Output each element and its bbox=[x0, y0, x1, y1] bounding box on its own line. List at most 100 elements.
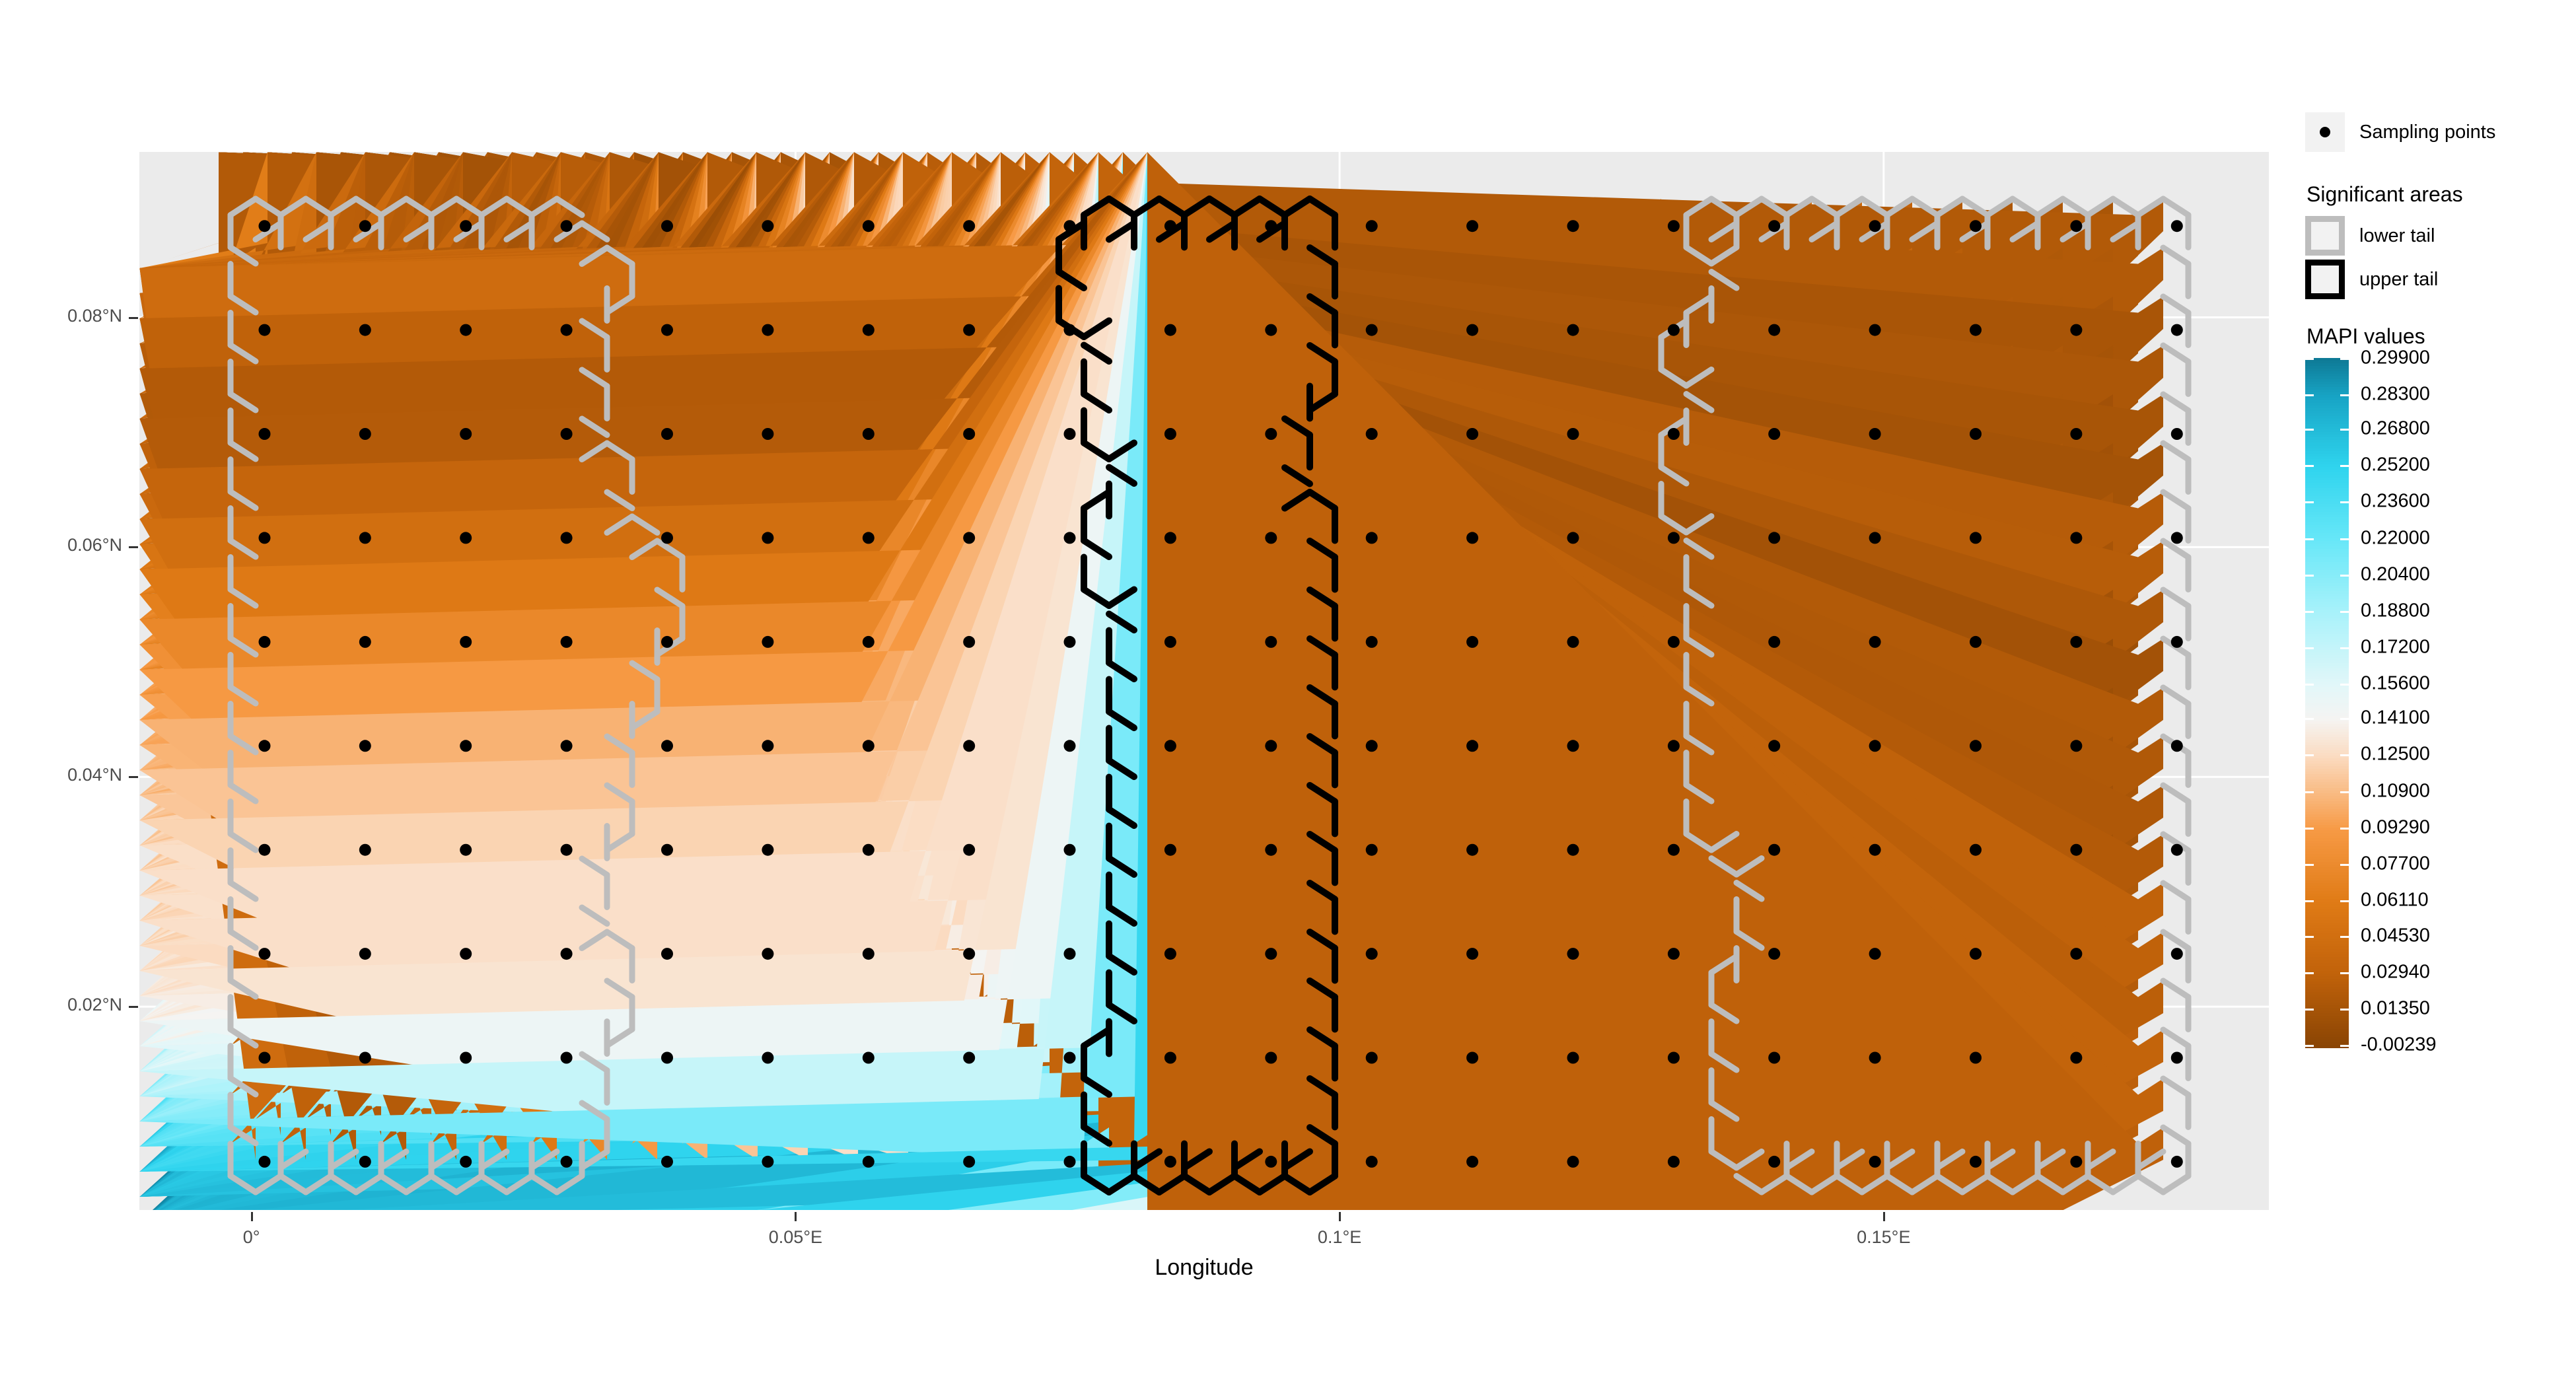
colourbar-segment bbox=[2305, 756, 2349, 760]
colourbar-segment bbox=[2305, 960, 2349, 964]
colourbar-segment bbox=[2305, 657, 2349, 661]
colourbar-segment bbox=[2305, 785, 2349, 789]
colourbar-segment bbox=[2305, 878, 2349, 881]
colourbar-segment bbox=[2305, 406, 2349, 409]
colourbar-segment bbox=[2305, 970, 2349, 974]
colourbar-segment bbox=[2305, 848, 2349, 852]
colourbar-segment bbox=[2305, 779, 2349, 783]
colourbar-label-3: 0.25200 bbox=[2361, 454, 2430, 476]
colourbar-segment bbox=[2305, 591, 2349, 595]
colourbar-segment bbox=[2305, 573, 2349, 577]
colourbar-label-11: 0.12500 bbox=[2361, 743, 2430, 765]
colourbar-segment bbox=[2305, 827, 2349, 831]
colourbar-segment bbox=[2305, 965, 2349, 969]
colourbar-segment bbox=[2305, 363, 2349, 367]
colourbar-segment bbox=[2305, 867, 2349, 871]
colourbar-segment bbox=[2305, 583, 2349, 587]
colourbar-segment bbox=[2305, 1010, 2349, 1014]
colourbar-segment bbox=[2305, 800, 2349, 804]
colourbar-tick bbox=[2340, 936, 2349, 939]
colourbar-segment bbox=[2305, 843, 2349, 847]
colourbar-segment bbox=[2305, 811, 2349, 815]
colourbar-segment bbox=[2305, 925, 2349, 929]
colourbar-segment bbox=[2305, 546, 2349, 550]
colourbar-segment bbox=[2305, 662, 2349, 666]
colourbar-segment bbox=[2305, 864, 2349, 868]
colourbar-segment bbox=[2305, 1018, 2349, 1022]
colourbar-segment bbox=[2305, 798, 2349, 802]
colourbar-segment bbox=[2305, 477, 2349, 481]
colourbar-segment bbox=[2305, 480, 2349, 483]
colourbar-segment bbox=[2305, 392, 2349, 396]
colourbar-segment bbox=[2305, 1023, 2349, 1027]
colourbar-segment bbox=[2305, 697, 2349, 701]
colourbar-tick bbox=[2305, 538, 2314, 540]
colourbar-tick bbox=[2340, 972, 2349, 975]
colourbar-segment bbox=[2305, 586, 2349, 590]
colourbar-segment bbox=[2305, 978, 2349, 982]
colourbar-segment bbox=[2305, 915, 2349, 919]
colourbar-segment bbox=[2305, 684, 2349, 688]
colourbar-segment bbox=[2305, 692, 2349, 695]
colourbar-segment bbox=[2305, 390, 2349, 393]
colourbar-segment bbox=[2305, 376, 2349, 380]
colourbar-segment bbox=[2305, 649, 2349, 653]
colourbar-segment bbox=[2305, 949, 2349, 953]
colourbar-segment bbox=[2305, 408, 2349, 412]
colourbar-segment bbox=[2305, 1042, 2349, 1046]
colourbar-segment bbox=[2305, 429, 2349, 433]
colourbar-tick bbox=[2305, 900, 2314, 902]
colourbar-segment bbox=[2305, 923, 2349, 927]
colourbar-segment bbox=[2305, 917, 2349, 921]
colourbar-tick bbox=[2340, 358, 2349, 360]
colourbar-segment bbox=[2305, 1020, 2349, 1024]
colourbar-segment bbox=[2305, 1026, 2349, 1030]
colourbar-segment bbox=[2305, 973, 2349, 977]
colourbar-segment bbox=[2305, 954, 2349, 958]
colourbar-segment bbox=[2305, 1031, 2349, 1035]
y-tick-label-2: 0.06°N bbox=[67, 535, 122, 555]
colourbar-segment bbox=[2305, 522, 2349, 526]
colourbar-segment bbox=[2305, 816, 2349, 820]
colourbar-segment bbox=[2305, 631, 2349, 635]
colourbar-segment bbox=[2305, 519, 2349, 523]
colourbar-tick bbox=[2305, 1045, 2314, 1047]
colourbar-segment bbox=[2305, 837, 2349, 841]
colourbar-label-1: 0.28300 bbox=[2361, 383, 2430, 405]
colourbar-segment bbox=[2305, 946, 2349, 950]
colourbar-segment bbox=[2305, 514, 2349, 518]
colourbar-segment bbox=[2305, 976, 2349, 979]
colourbar-tick bbox=[2340, 501, 2349, 504]
legend-sampling-points-label: Sampling points bbox=[2359, 121, 2496, 143]
colourbar-segment bbox=[2305, 727, 2349, 730]
colourbar-tick bbox=[2340, 394, 2349, 397]
legend-significant-areas: Significant areas lower tail upper tail bbox=[2305, 182, 2569, 299]
y-tick-mark-2 bbox=[129, 546, 138, 549]
colourbar-segment bbox=[2305, 487, 2349, 491]
colourbar-segment bbox=[2305, 819, 2349, 823]
colourbar-segment bbox=[2305, 379, 2349, 382]
colourbar-tick bbox=[2340, 900, 2349, 902]
colourbar-segment bbox=[2305, 511, 2349, 515]
colourbar-segment bbox=[2305, 1002, 2349, 1006]
colourbar-segment bbox=[2305, 665, 2349, 669]
colourbar-segment bbox=[2305, 875, 2349, 878]
colourbar-segment bbox=[2305, 689, 2349, 693]
colourbar-segment bbox=[2305, 453, 2349, 457]
colourbar-segment bbox=[2305, 822, 2349, 826]
colourbar-segment bbox=[2305, 466, 2349, 470]
colourbar-segment bbox=[2305, 681, 2349, 685]
colourbar-segment bbox=[2305, 734, 2349, 738]
colourbar-tick bbox=[2340, 465, 2349, 468]
colourbar-segment bbox=[2305, 636, 2349, 640]
legend-colour-scale: MAPI values 0.29900 0.28300 0.26800 0.25200… bbox=[2305, 324, 2569, 1055]
colourbar-tick bbox=[2305, 791, 2314, 793]
colourbar-segment bbox=[2305, 612, 2349, 616]
colourbar-tick bbox=[2340, 718, 2349, 721]
colourbar-segment bbox=[2305, 448, 2349, 452]
colourbar-segment bbox=[2305, 787, 2349, 791]
colourbar-segment bbox=[2305, 968, 2349, 972]
colourbar-tick bbox=[2305, 647, 2314, 650]
y-tick-label-3: 0.08°N bbox=[67, 305, 122, 326]
colourbar-tick bbox=[2305, 936, 2314, 939]
